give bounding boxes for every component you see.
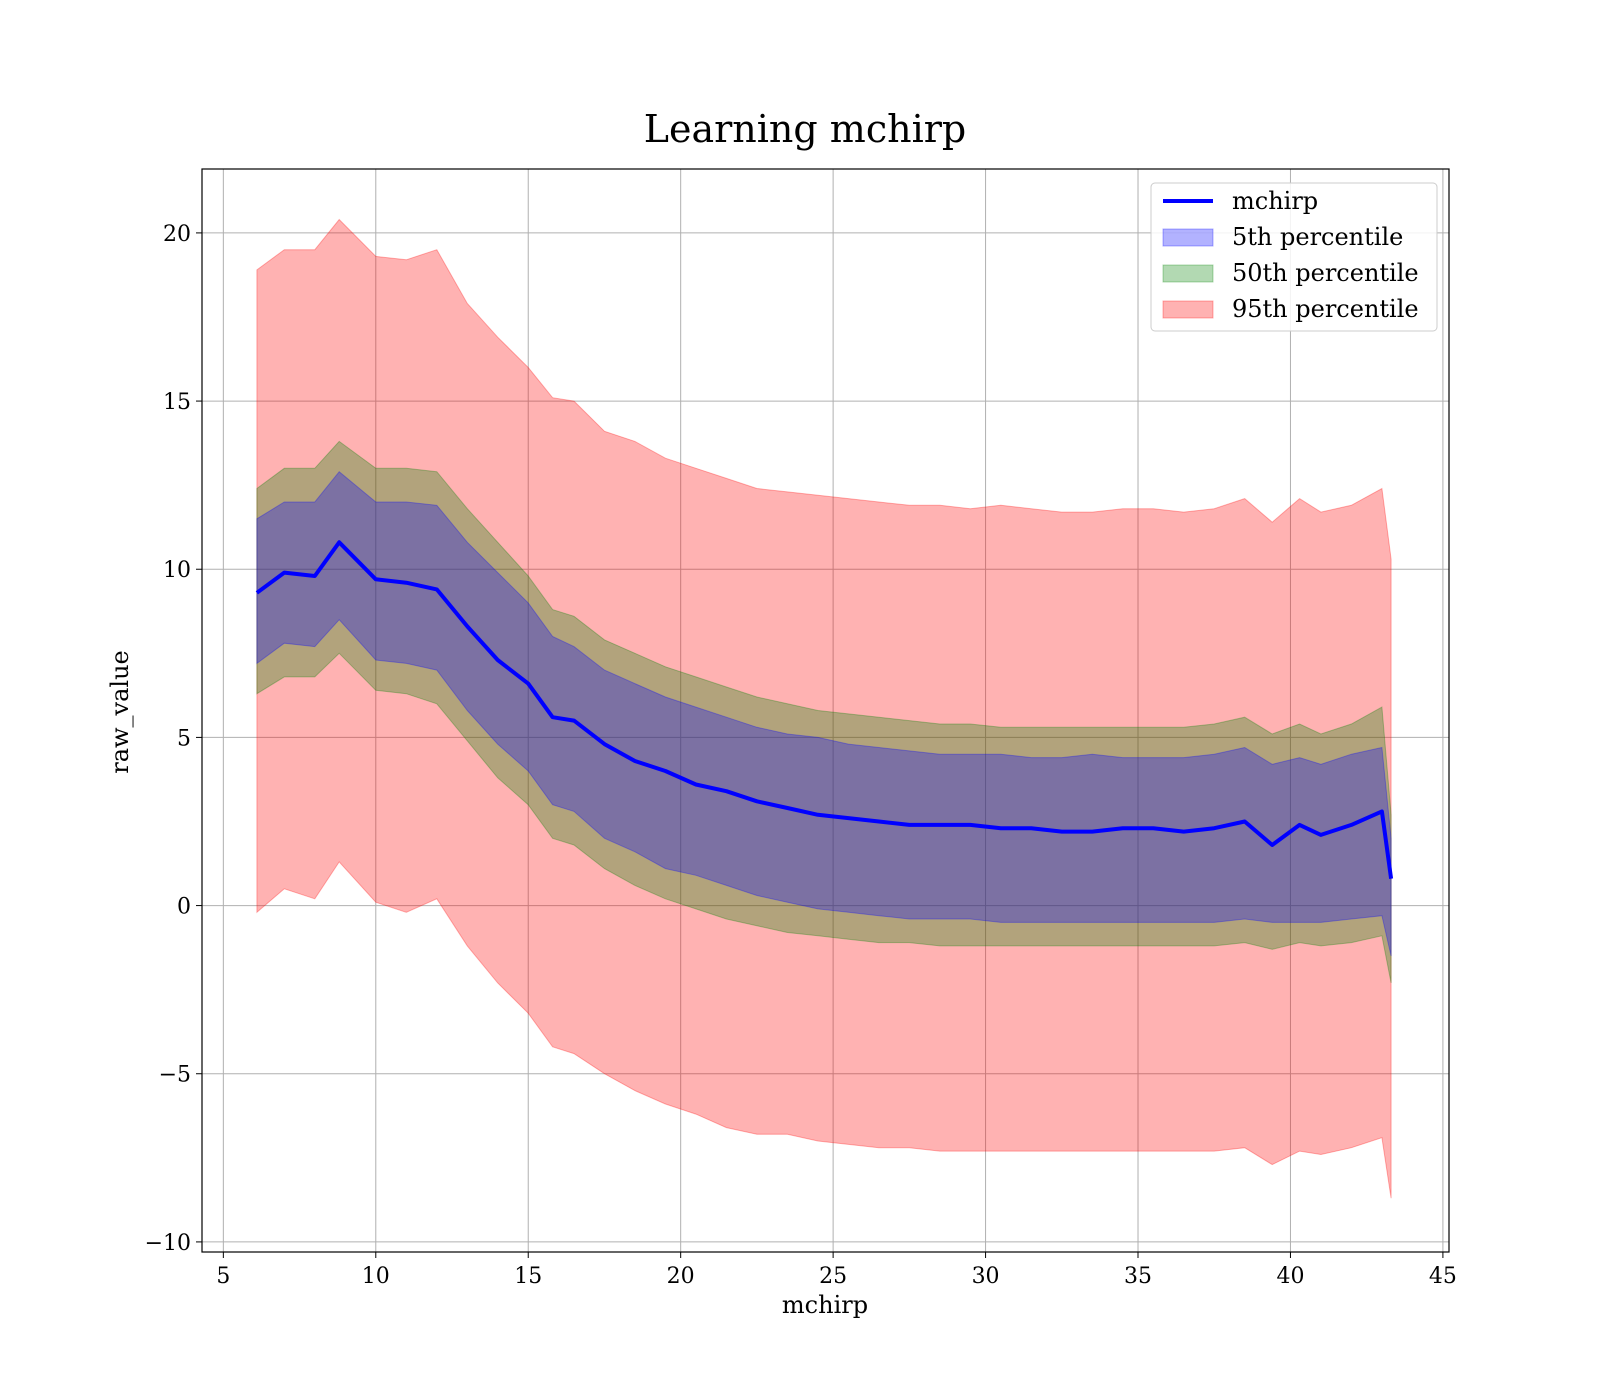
legend-label-50th-percentile: 50th percentile bbox=[1232, 259, 1419, 287]
legend-label-95th-percentile: 95th percentile bbox=[1232, 295, 1419, 323]
x-tick-label: 20 bbox=[667, 1264, 695, 1289]
x-axis-ticks: 5 10 15 20 25 30 35 40 45 bbox=[216, 1252, 1457, 1289]
x-tick-label: 5 bbox=[216, 1264, 230, 1289]
y-tick-label: −5 bbox=[159, 1063, 191, 1088]
legend-swatch-50th-percentile bbox=[1162, 264, 1214, 283]
x-tick-label: 10 bbox=[362, 1264, 390, 1289]
x-axis-label: mchirp bbox=[782, 1291, 868, 1319]
percentile-bands bbox=[256, 218, 1392, 1199]
mchirp-line bbox=[255, 540, 1394, 879]
x-tick-label: 45 bbox=[1429, 1264, 1457, 1289]
y-axis-ticks: −10 −5 0 5 10 15 20 bbox=[145, 222, 202, 1256]
x-tick-label: 35 bbox=[1124, 1264, 1152, 1289]
x-tick-label: 15 bbox=[514, 1264, 542, 1289]
legend-label-5th-percentile: 5th percentile bbox=[1232, 223, 1403, 251]
x-tick-label: 30 bbox=[972, 1264, 1000, 1289]
band-5th-percentile bbox=[256, 470, 1392, 957]
y-tick-label: 0 bbox=[177, 895, 191, 920]
legend: mchirp 5th percentile 50th percentile 95th … bbox=[1150, 182, 1438, 332]
y-tick-label: 15 bbox=[163, 390, 191, 415]
y-tick-label: 20 bbox=[163, 222, 191, 247]
legend-swatch-5th-percentile bbox=[1162, 228, 1214, 247]
y-tick-label: 5 bbox=[177, 726, 191, 751]
band-95th-percentile bbox=[256, 218, 1392, 1199]
grid bbox=[202, 169, 1449, 1252]
y-axis-label: raw_value bbox=[106, 650, 134, 774]
y-tick-label: −10 bbox=[145, 1231, 191, 1256]
legend-frame bbox=[1150, 182, 1438, 332]
y-tick-label: 10 bbox=[163, 558, 191, 583]
legend-label-mchirp: mchirp bbox=[1232, 187, 1318, 215]
line-layer bbox=[255, 540, 1394, 879]
x-tick-label: 25 bbox=[819, 1264, 847, 1289]
legend-swatch-95th-percentile bbox=[1162, 300, 1214, 319]
plot-frame bbox=[201, 168, 1450, 1253]
x-tick-label: 40 bbox=[1276, 1264, 1304, 1289]
band-50th-percentile bbox=[256, 440, 1392, 983]
chart-title: Learning mchirp bbox=[644, 107, 966, 151]
